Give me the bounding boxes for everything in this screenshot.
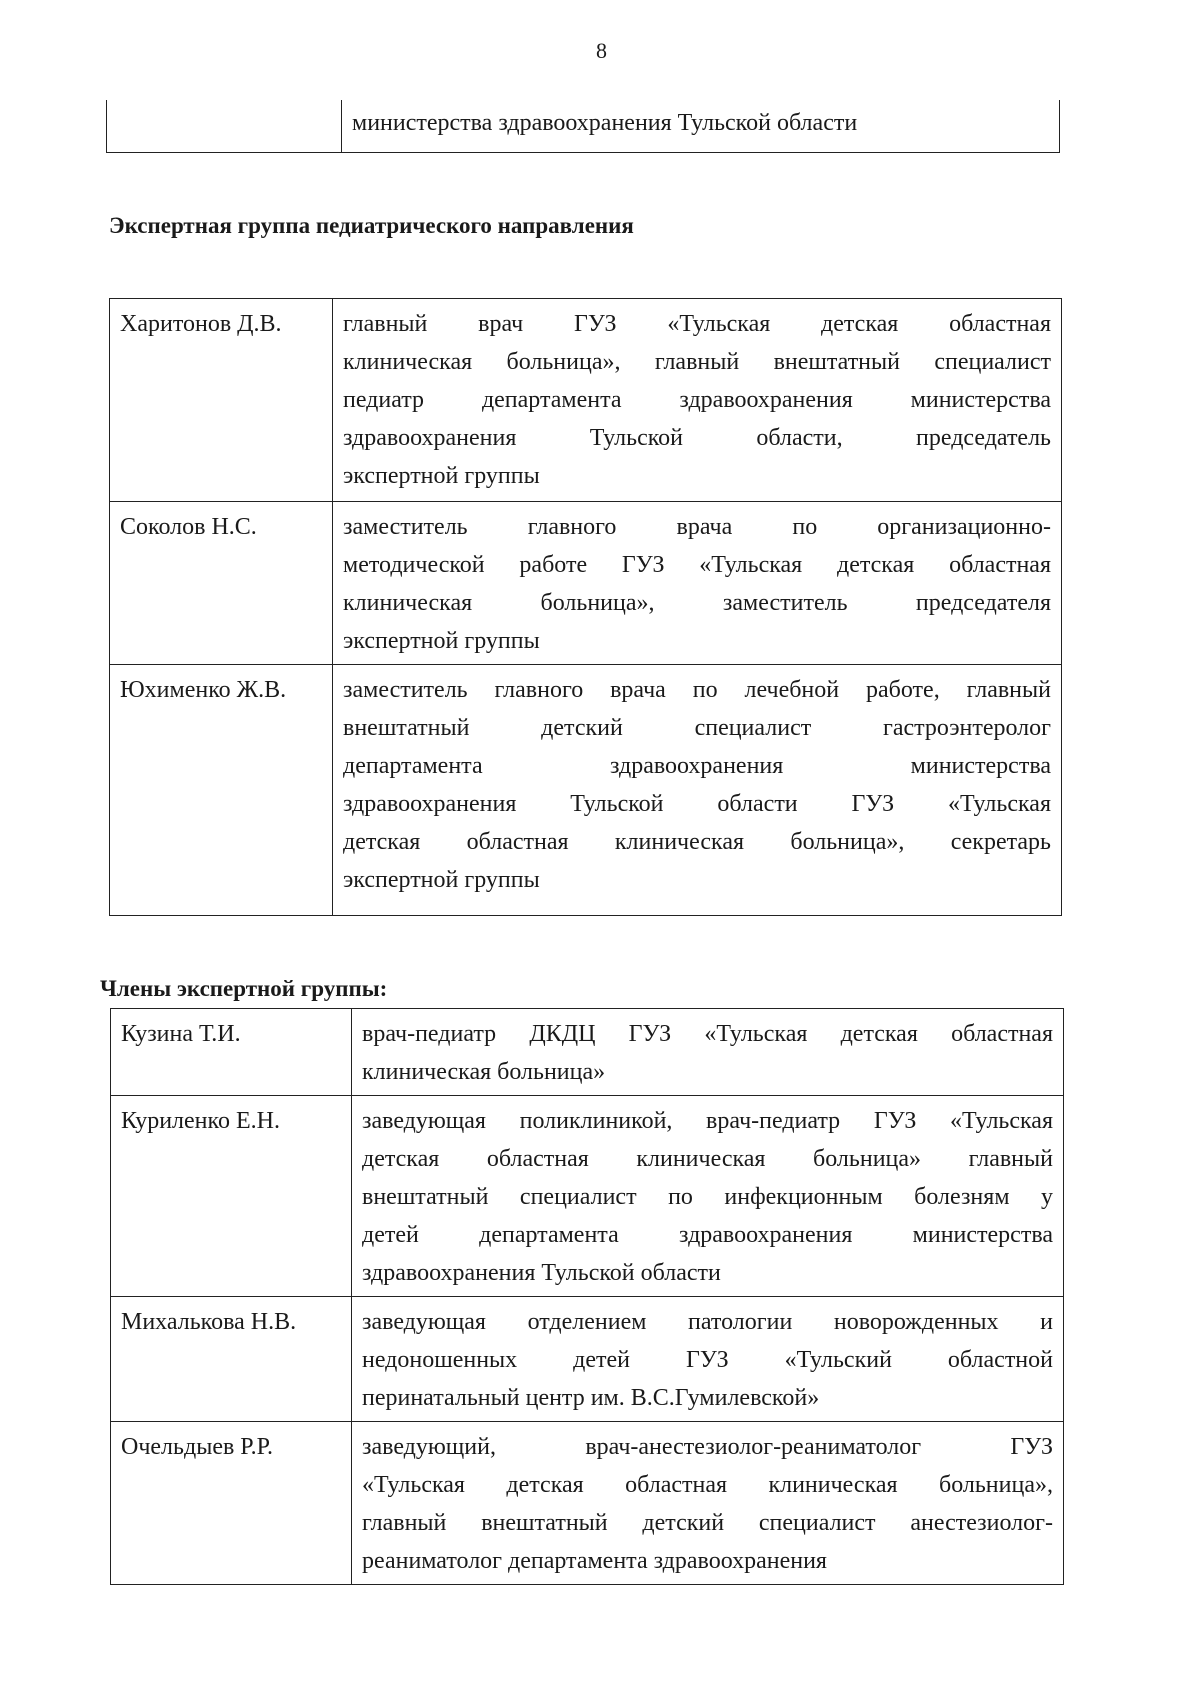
section-title-members: Члены экспертной группы: [100,976,388,1001]
table-row: Очельдыев Р.Р. заведующий, врач-анестезио… [110,1421,1064,1585]
description-line: «Тульская детская областная клиническая … [362,1472,1053,1498]
person-name: Куриленко Е.Н. [121,1108,280,1134]
description-cell: заместитель главного врача по лечебной р… [332,664,1062,916]
description-line: детская областная клиническая больница»,… [343,829,1051,855]
person-name: Михалькова Н.В. [121,1309,297,1335]
description-line: экспертной группы [343,867,540,893]
description-line: внештатный специалист по инфекционным бо… [362,1184,1053,1210]
table-row: Харитонов Д.В. главный врач ГУЗ «Тульская… [109,298,1062,502]
table-row: Кузина Т.И. врач-педиатр ДКДЦ ГУЗ «Тульск… [110,1008,1064,1096]
person-name: Юхименко Ж.В. [120,677,287,703]
description-line: внештатный детский специалист гастроэнте… [343,715,1051,741]
description-line: здравоохранения Тульской области, предсе… [343,425,1051,451]
description-line: экспертной группы [343,628,540,654]
description-line: врач-педиатр ДКДЦ ГУЗ «Тульская детская … [362,1021,1053,1047]
name-cell: Соколов Н.С. [109,501,333,665]
name-cell: Куриленко Е.Н. [110,1095,352,1297]
description-line: педиатр департамента здравоохранения мин… [343,387,1051,413]
description-cell: заместитель главного врача по организаци… [332,501,1062,665]
description-line: главный врач ГУЗ «Тульская детская облас… [343,311,1051,337]
table-row: Юхименко Ж.В. заместитель главного врача … [109,664,1062,916]
description-line: клиническая больница», главный внештатны… [343,349,1051,375]
table-row: Куриленко Е.Н. заведующая поликлиникой, в… [110,1095,1064,1297]
description-cell: врач-педиатр ДКДЦ ГУЗ «Тульская детская … [351,1008,1064,1096]
description-line: детей департамента здравоохранения минис… [362,1222,1053,1248]
name-cell [106,100,342,153]
description-line: методической работе ГУЗ «Тульская детска… [343,552,1051,578]
description-cell: главный врач ГУЗ «Тульская детская облас… [332,298,1062,502]
table-row: министерства здравоохранения Тульской об… [106,100,1060,153]
description-line: клиническая больница» [362,1059,606,1085]
description-line: перинатальный центр им. В.С.Гумилевской» [362,1385,820,1411]
description-line: заведующая поликлиникой, врач-педиатр ГУ… [362,1108,1053,1134]
person-name: Кузина Т.И. [121,1021,241,1047]
name-cell: Михалькова Н.В. [110,1296,352,1422]
description-cell: заведующая поликлиникой, врач-педиатр ГУ… [351,1095,1064,1297]
description-line: министерства здравоохранения Тульской об… [352,110,858,136]
name-cell: Юхименко Ж.В. [109,664,333,916]
description-line: заместитель главного врача по лечебной р… [343,677,1051,703]
description-line: заместитель главного врача по организаци… [343,514,1051,540]
description-line: главный внештатный детский специалист ан… [362,1510,1053,1536]
description-cell: министерства здравоохранения Тульской об… [341,100,1060,153]
description-line: клиническая больница», заместитель предс… [343,590,1051,616]
person-name: Соколов Н.С. [120,514,257,540]
description-line: экспертной группы [343,463,540,489]
description-line: здравоохранения Тульской области [362,1260,721,1286]
description-cell: заведующий, врач-анестезиолог-реаниматол… [351,1421,1064,1585]
description-line: заведующая отделением патологии новорожд… [362,1309,1053,1335]
description-line: департамента здравоохранения министерств… [343,753,1051,779]
description-cell: заведующая отделением патологии новорожд… [351,1296,1064,1422]
name-cell: Очельдыев Р.Р. [110,1421,352,1585]
description-line: детская областная клиническая больница» … [362,1146,1053,1172]
description-line: здравоохранения Тульской области ГУЗ «Ту… [343,791,1051,817]
name-cell: Кузина Т.И. [110,1008,352,1096]
description-line: реаниматолог департамента здравоохранени… [362,1548,827,1574]
table-row: Михалькова Н.В. заведующая отделением пат… [110,1296,1064,1422]
description-line: недоношенных детей ГУЗ «Тульский областн… [362,1347,1053,1373]
page-number: 8 [596,38,607,63]
continuation-table: министерства здравоохранения Тульской об… [106,100,1060,153]
description-line: заведующий, врач-анестезиолог-реаниматол… [362,1434,1053,1460]
person-name: Харитонов Д.В. [120,311,282,337]
person-name: Очельдыев Р.Р. [121,1434,273,1460]
table-row: Соколов Н.С. заместитель главного врача п… [109,501,1062,665]
name-cell: Харитонов Д.В. [109,298,333,502]
pediatric-group-table: Харитонов Д.В. главный врач ГУЗ «Тульская… [109,298,1062,916]
section-title-pediatric: Экспертная группа педиатрического направ… [109,213,634,238]
members-table: Кузина Т.И. врач-педиатр ДКДЦ ГУЗ «Тульск… [110,1008,1064,1585]
